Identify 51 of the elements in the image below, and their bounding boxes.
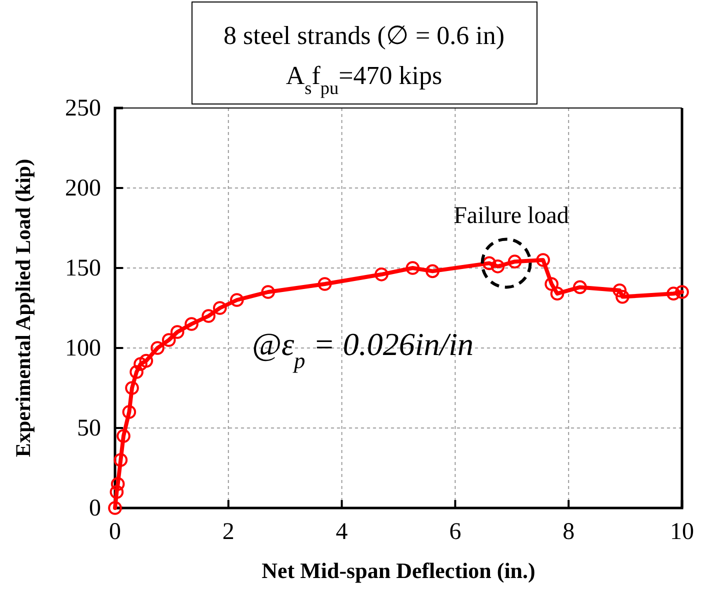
- point: [318, 277, 332, 291]
- point: [130, 365, 144, 379]
- point: [139, 354, 154, 368]
- point: [150, 341, 164, 355]
- point: [544, 277, 559, 291]
- x-tick-label: 0: [109, 519, 121, 546]
- point: [573, 280, 587, 294]
- y-tick-label: 0: [89, 496, 101, 522]
- chart-title: 8 steel strands (∅ = 0.6 in): [223, 21, 505, 50]
- point: [536, 253, 550, 267]
- point: [666, 286, 680, 301]
- point: [108, 501, 122, 515]
- point: [675, 285, 689, 299]
- annotation: @ε$_{p}$ = 0.026in/in: [252, 326, 474, 372]
- x-axis-title: Net Mid-span Deflection (in.): [262, 558, 536, 583]
- x-tick-label: 6: [449, 519, 462, 546]
- x-tick-label: 10: [670, 519, 694, 546]
- y-tick-label: 100: [65, 336, 101, 362]
- chart-subtitle: A$_{s}$f$_{pu}$=470 kips: [286, 61, 442, 98]
- point: [230, 293, 244, 307]
- point: [261, 285, 276, 299]
- y-tick-label: 200: [65, 176, 101, 202]
- point: [184, 317, 198, 331]
- point: [134, 357, 148, 371]
- point: [426, 264, 440, 278]
- point: [616, 290, 630, 304]
- point: [550, 286, 564, 301]
- point: [125, 381, 139, 395]
- point: [212, 301, 227, 315]
- y-tick-label: 150: [65, 256, 101, 282]
- y-tick-label: 50: [77, 416, 101, 442]
- point: [116, 429, 130, 443]
- point: [406, 261, 420, 275]
- x-tick-label: 8: [562, 519, 575, 546]
- point: [612, 283, 627, 298]
- point: [482, 256, 496, 270]
- point: [110, 477, 125, 491]
- y-axis-title: Experimental Applied Load (kip): [11, 158, 35, 458]
- point: [110, 485, 124, 499]
- point: [202, 309, 216, 323]
- point: [170, 325, 184, 339]
- y-tick-label: 250: [65, 96, 101, 122]
- point: [122, 405, 136, 419]
- point: [508, 254, 522, 269]
- point: [114, 453, 128, 467]
- point: [162, 333, 176, 347]
- x-tick-label: 2: [222, 519, 234, 546]
- point: [374, 267, 388, 282]
- point: [490, 259, 505, 274]
- x-tick-label: 4: [336, 519, 348, 546]
- annotation: Failure load: [454, 203, 569, 230]
